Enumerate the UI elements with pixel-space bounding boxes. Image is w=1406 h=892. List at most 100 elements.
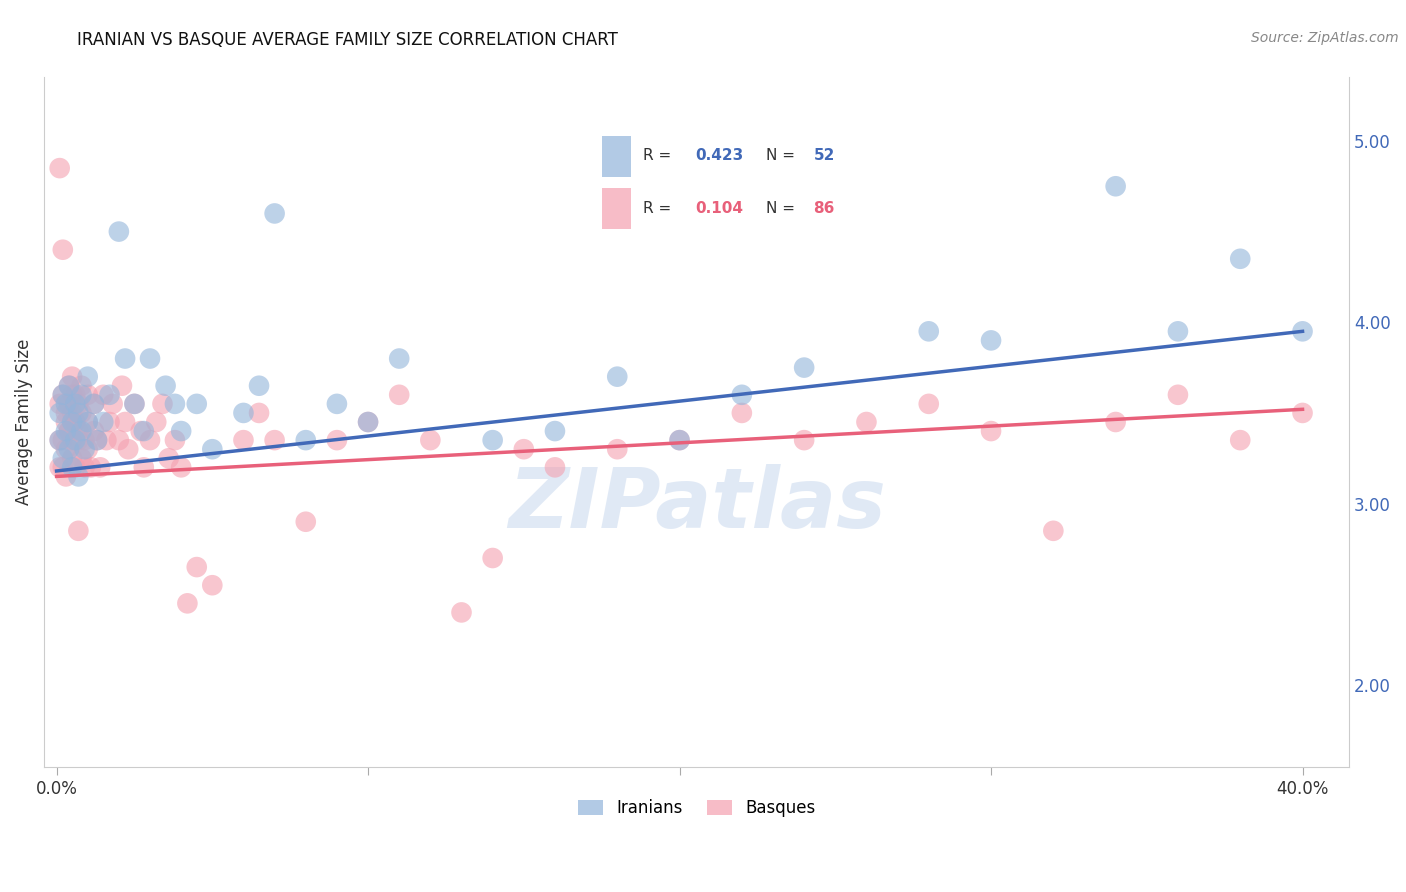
Iranians [1229,252,1251,266]
Basques [793,433,815,447]
Basques [263,433,285,447]
Basques [55,415,77,429]
Basques [98,415,121,429]
Text: N =: N = [766,148,800,163]
Basques [419,433,441,447]
Iranians [247,378,270,392]
Bar [602,188,631,229]
Basques [76,415,98,429]
Iranians [294,433,316,447]
Basques [52,388,75,402]
Basques [65,460,87,475]
Basques [83,397,105,411]
Basques [326,433,349,447]
Iranians [67,469,90,483]
Text: R =: R = [643,148,676,163]
Iranians [48,406,70,420]
Basques [48,397,70,411]
Iranians [70,388,93,402]
Iranians [124,397,146,411]
Basques [668,433,690,447]
Basques [52,433,75,447]
Iranians [980,334,1002,348]
Basques [70,378,93,392]
Iranians [52,388,75,402]
Basques [357,415,380,429]
Basques [1167,388,1189,402]
Y-axis label: Average Family Size: Average Family Size [15,339,32,505]
Iranians [91,415,114,429]
Iranians [170,424,193,438]
Iranians [201,442,224,457]
Basques [114,415,136,429]
Basques [70,451,93,466]
Iranians [60,460,83,475]
Iranians [55,424,77,438]
Basques [52,460,75,475]
Iranians [52,451,75,466]
Basques [176,596,198,610]
Basques [606,442,628,457]
Basques [129,424,152,438]
Iranians [481,433,503,447]
Text: ZIPatlas: ZIPatlas [508,464,886,545]
Iranians [65,397,87,411]
Iranians [793,360,815,375]
Iranians [65,433,87,447]
Iranians [98,388,121,402]
Iranians [186,397,208,411]
Basques [60,451,83,466]
Basques [55,406,77,420]
Basques [67,397,90,411]
Basques [48,460,70,475]
Legend: Iranians, Basques: Iranians, Basques [571,792,823,823]
Basques [65,388,87,402]
Basques [55,442,77,457]
Basques [96,433,118,447]
Basques [58,397,80,411]
Basques [65,415,87,429]
Basques [67,524,90,538]
Basques [170,460,193,475]
Basques [55,469,77,483]
Basques [1229,433,1251,447]
Iranians [606,369,628,384]
Basques [91,388,114,402]
Text: 86: 86 [814,201,835,216]
Basques [108,433,131,447]
Iranians [58,442,80,457]
Basques [731,406,754,420]
Basques [1042,524,1064,538]
Iranians [86,433,108,447]
Iranians [326,397,349,411]
Text: IRANIAN VS BASQUE AVERAGE FAMILY SIZE CORRELATION CHART: IRANIAN VS BASQUE AVERAGE FAMILY SIZE CO… [77,31,619,49]
Basques [67,424,90,438]
Iranians [73,442,96,457]
Iranians [60,415,83,429]
Iranians [70,424,93,438]
Basques [918,397,941,411]
Text: R =: R = [643,201,676,216]
Basques [855,415,877,429]
Basques [60,369,83,384]
Basques [1291,406,1313,420]
Text: N =: N = [766,201,800,216]
Basques [1104,415,1126,429]
Basques [186,560,208,574]
Basques [232,433,254,447]
Text: 0.423: 0.423 [696,148,744,163]
Basques [89,460,111,475]
Iranians [1167,324,1189,338]
Basques [117,442,139,457]
Basques [83,424,105,438]
Iranians [139,351,162,366]
Basques [48,161,70,175]
Text: Source: ZipAtlas.com: Source: ZipAtlas.com [1251,31,1399,45]
Iranians [388,351,411,366]
Text: 0.104: 0.104 [696,201,744,216]
Iranians [163,397,186,411]
Basques [132,460,155,475]
Basques [101,397,124,411]
Iranians [357,415,380,429]
Basques [58,424,80,438]
